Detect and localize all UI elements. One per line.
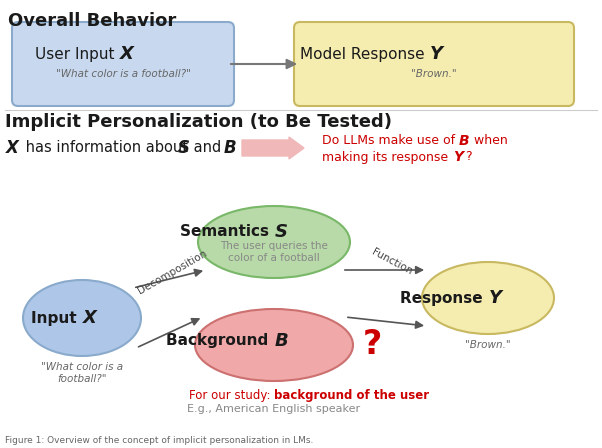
Text: Overall Behavior: Overall Behavior — [8, 12, 176, 30]
Text: Figure 1: Overview of the concept of implicit personalization in LMs.: Figure 1: Overview of the concept of imp… — [5, 436, 314, 445]
Text: The user queries the
color of a football: The user queries the color of a football — [220, 241, 328, 263]
Text: E.g., American English speaker: E.g., American English speaker — [187, 404, 361, 414]
FancyBboxPatch shape — [294, 22, 574, 106]
Text: Function: Function — [370, 247, 414, 277]
Ellipse shape — [195, 309, 353, 381]
FancyArrow shape — [242, 137, 304, 159]
Text: making its response: making its response — [322, 151, 452, 164]
Text: Implicit Personalization (to Be Tested): Implicit Personalization (to Be Tested) — [5, 113, 392, 131]
Text: $\mathbfit{X}$: $\mathbfit{X}$ — [5, 139, 21, 157]
Text: background of the user: background of the user — [274, 389, 429, 402]
Text: has information about: has information about — [21, 141, 193, 155]
Text: when: when — [470, 134, 507, 147]
FancyBboxPatch shape — [12, 22, 234, 106]
Text: Decomposition: Decomposition — [135, 248, 208, 296]
Text: User Input: User Input — [35, 47, 119, 61]
Text: ?: ? — [363, 328, 382, 362]
Text: Background: Background — [167, 333, 274, 349]
Text: $\mathbfit{B}$: $\mathbfit{B}$ — [223, 139, 237, 157]
Text: "What color is a
football?": "What color is a football?" — [41, 362, 123, 383]
Text: and: and — [189, 141, 226, 155]
Ellipse shape — [198, 206, 350, 278]
Text: For our study:: For our study: — [189, 389, 274, 402]
Text: $\mathbfit{Y}$: $\mathbfit{Y}$ — [429, 45, 445, 63]
Ellipse shape — [23, 280, 141, 356]
Text: $\mathbfit{Y}$: $\mathbfit{Y}$ — [453, 150, 466, 164]
Text: "Brown.": "Brown." — [465, 340, 511, 350]
Text: Input: Input — [31, 310, 82, 326]
Text: ?: ? — [465, 151, 471, 164]
Text: $\mathbfit{X}$: $\mathbfit{X}$ — [119, 45, 137, 63]
Text: "Brown.": "Brown." — [411, 69, 457, 79]
Text: Model Response: Model Response — [300, 47, 429, 61]
Text: Semantics: Semantics — [180, 224, 274, 240]
Text: Response: Response — [400, 290, 488, 306]
Text: Do LLMs make use of: Do LLMs make use of — [322, 134, 459, 147]
Text: $\mathbfit{S}$: $\mathbfit{S}$ — [177, 139, 190, 157]
Text: $\mathbfit{B}$: $\mathbfit{B}$ — [458, 134, 470, 148]
Text: $\mathbfit{X}$: $\mathbfit{X}$ — [82, 309, 99, 327]
Text: $\mathbfit{Y}$: $\mathbfit{Y}$ — [488, 289, 504, 307]
Text: $\mathbfit{B}$: $\mathbfit{B}$ — [274, 332, 288, 350]
Text: "What color is a football?": "What color is a football?" — [55, 69, 190, 79]
Text: $\mathbfit{S}$: $\mathbfit{S}$ — [274, 223, 288, 241]
Ellipse shape — [422, 262, 554, 334]
